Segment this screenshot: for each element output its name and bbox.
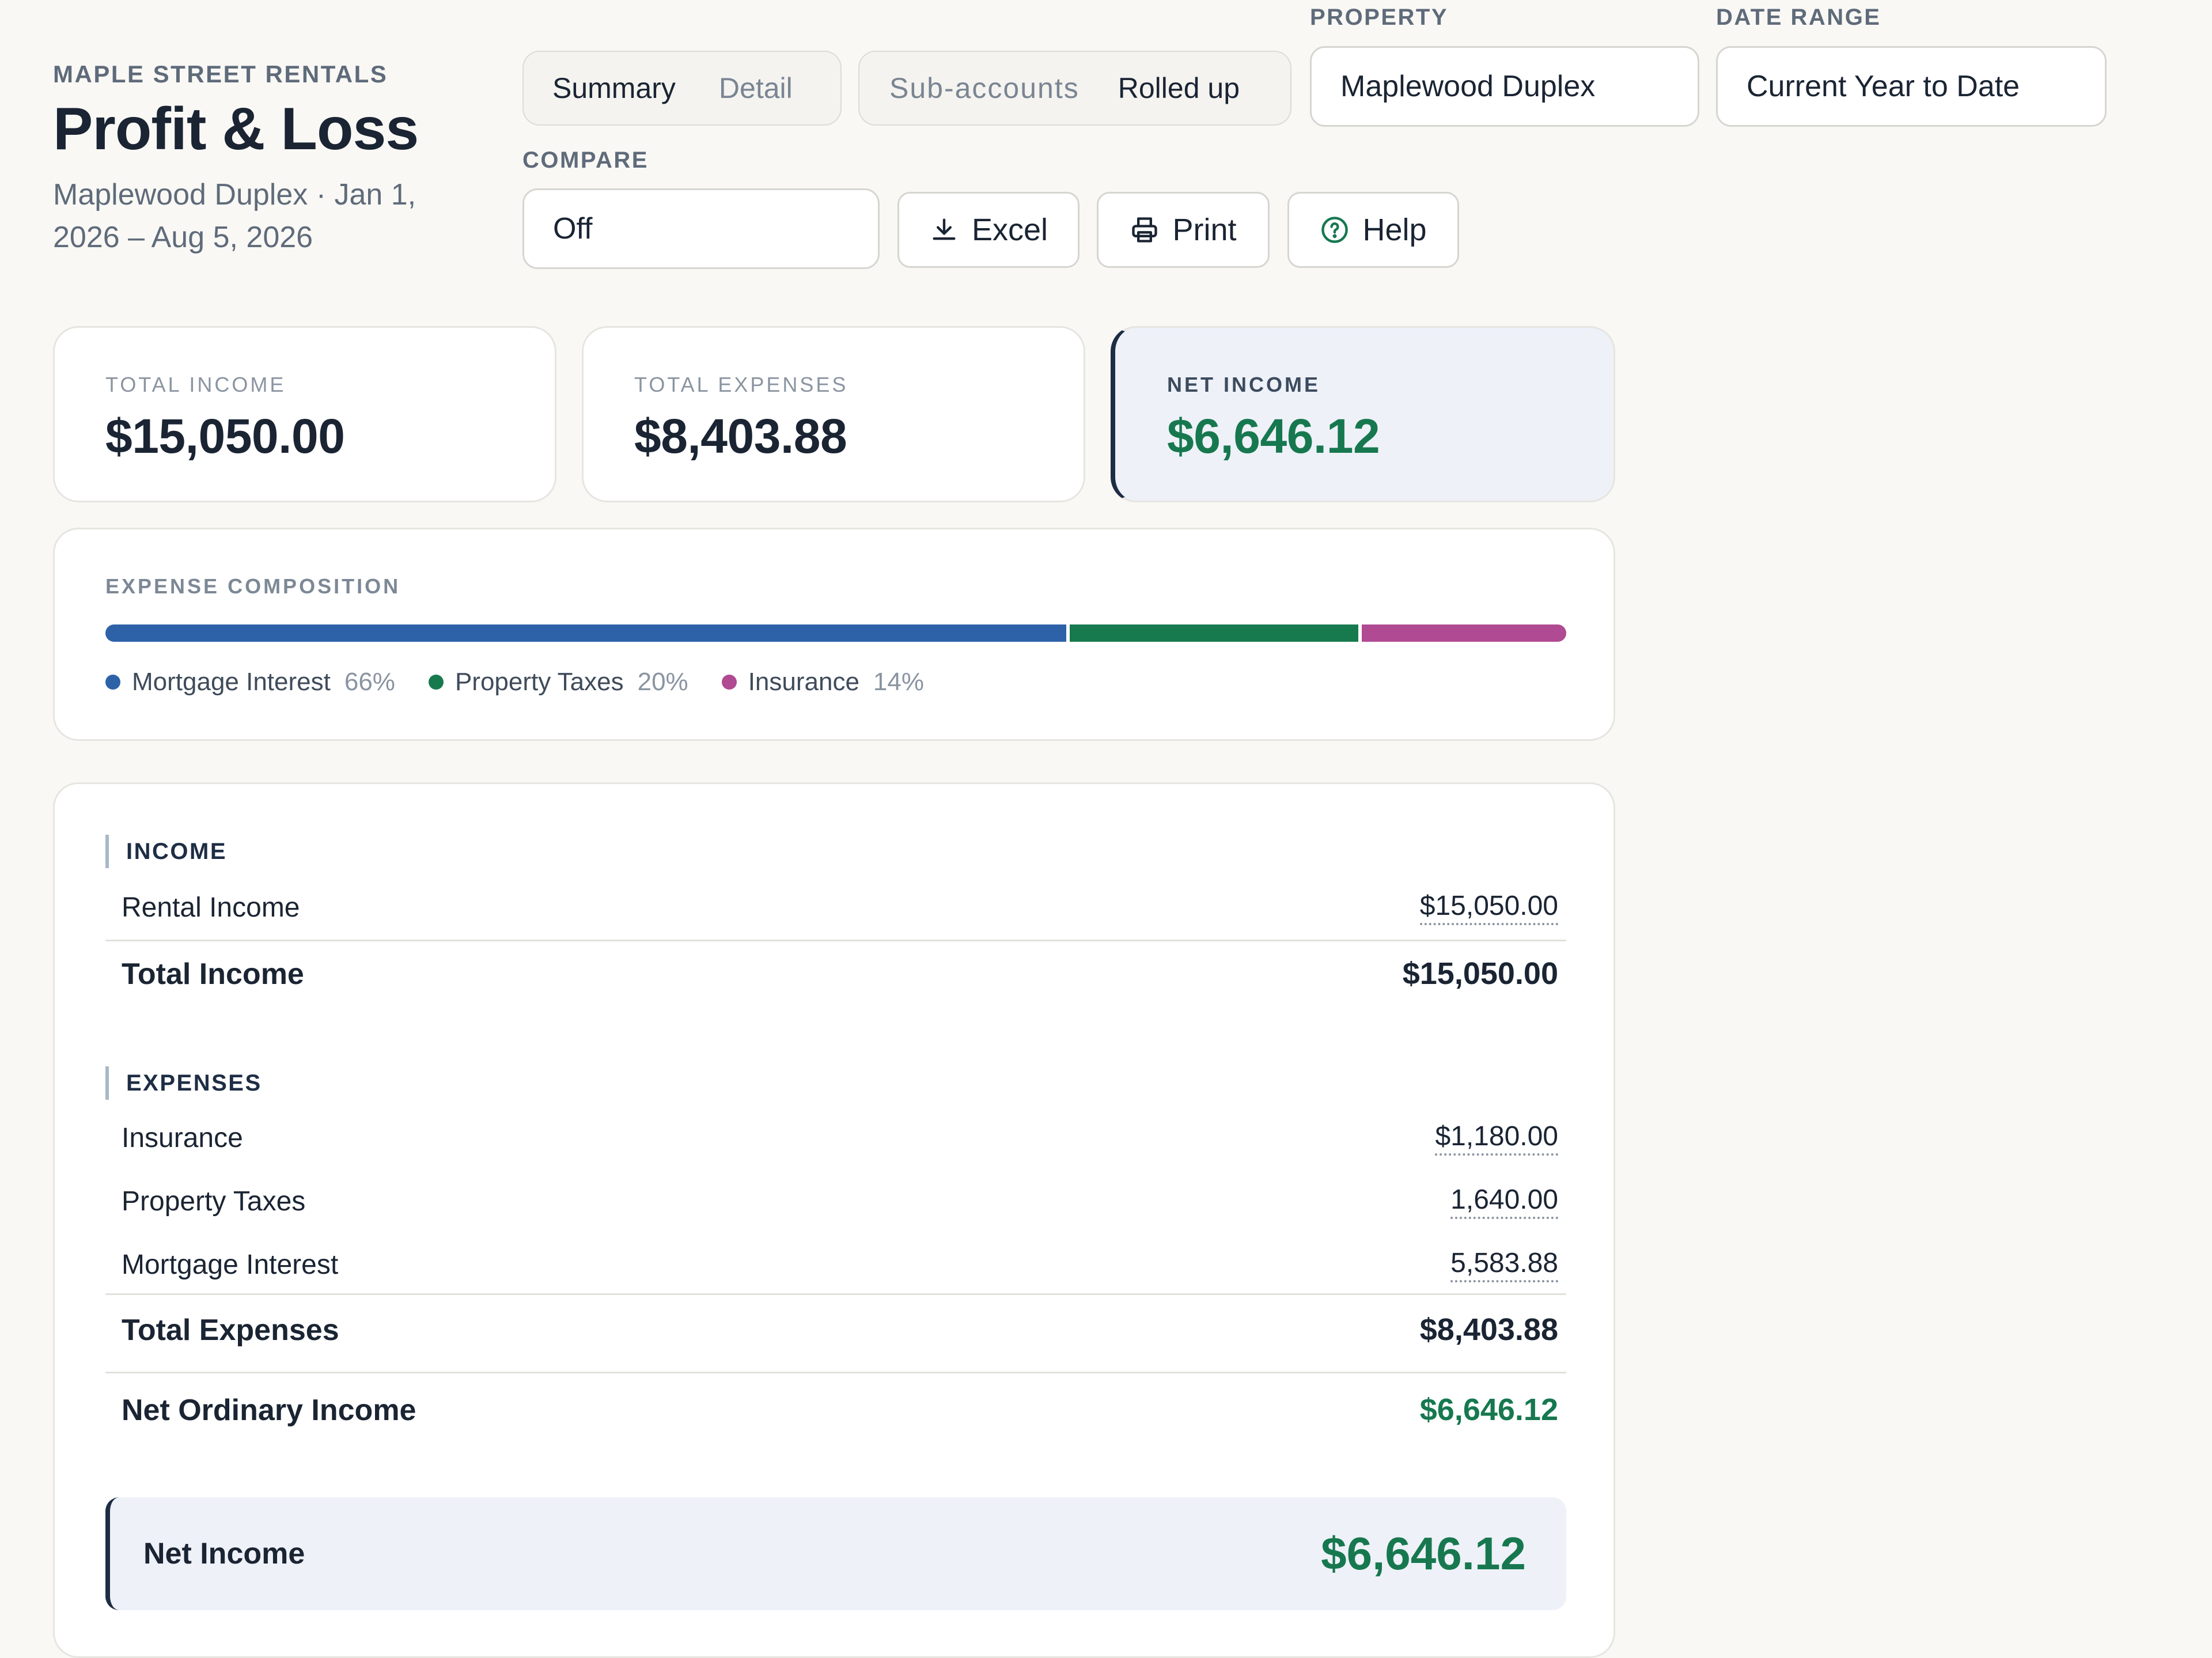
- legend-dot: [721, 675, 737, 690]
- composition-segment-property-taxes: [1070, 624, 1358, 642]
- composition-segment-mortgage-interest: [105, 624, 1066, 642]
- account-toggle: Sub-accounts Rolled up: [858, 51, 1291, 126]
- total-expenses-amount: $8,403.88: [1419, 1312, 1558, 1347]
- legend-item-property-taxes: Property Taxes 20%: [428, 668, 688, 696]
- compare-select[interactable]: Off: [522, 188, 880, 269]
- composition-segment-insurance: [1362, 624, 1566, 642]
- row-label: Insurance: [122, 1122, 243, 1153]
- total-expenses-row: Total Expenses $8,403.88: [105, 1301, 1566, 1359]
- row-amount-link[interactable]: $15,050.00: [1419, 890, 1558, 925]
- kpi-total-income-value: $15,050.00: [105, 409, 345, 463]
- row-divider: [105, 1372, 1566, 1373]
- row-label: Rental Income: [122, 892, 300, 923]
- expenses-section-heading: EXPENSES: [105, 1066, 262, 1100]
- kpi-total-expenses-value: $8,403.88: [634, 409, 847, 463]
- legend-item-insurance: Insurance 14%: [721, 668, 924, 696]
- property-select[interactable]: Maplewood Duplex: [1310, 46, 1699, 127]
- net-ordinary-income-amount: $6,646.12: [1419, 1392, 1558, 1427]
- legend-label: Property Taxes: [454, 668, 624, 696]
- table-row: Property Taxes 1,640.00: [105, 1178, 1566, 1224]
- row-label: Property Taxes: [122, 1186, 306, 1217]
- date-range-select[interactable]: Current Year to Date: [1716, 46, 2107, 127]
- view-summary-button[interactable]: Summary: [552, 72, 676, 104]
- page-title: Profit & Loss: [53, 96, 419, 162]
- date-range-label: DATE RANGE: [1716, 5, 1881, 30]
- property-label: PROPERTY: [1310, 5, 1449, 30]
- row-amount-link[interactable]: 5,583.88: [1450, 1247, 1558, 1282]
- kpi-net-income-label: NET INCOME: [1167, 373, 1321, 396]
- kpi-total-expenses-label: TOTAL EXPENSES: [634, 373, 849, 396]
- rolled-up-button[interactable]: Rolled up: [1118, 72, 1240, 104]
- total-income-amount: $15,050.00: [1402, 956, 1558, 991]
- composition-legend: Mortgage Interest 66% Property Taxes 20%…: [105, 668, 924, 696]
- net-income-label: Net Income: [143, 1537, 305, 1570]
- total-expenses-label: Total Expenses: [122, 1313, 339, 1347]
- income-section-heading: INCOME: [105, 835, 227, 868]
- view-detail-button[interactable]: Detail: [718, 72, 793, 104]
- row-amount-link[interactable]: 1,640.00: [1450, 1184, 1558, 1219]
- pnl-report-table: INCOME Rental Income $15,050.00 Total In…: [53, 782, 1615, 1658]
- legend-dot: [105, 675, 120, 690]
- report-subtitle: Maplewood Duplex · Jan 1, 2026 – Aug 5, …: [53, 173, 491, 259]
- print-button[interactable]: Print: [1097, 192, 1270, 268]
- compare-value: Off: [553, 212, 593, 245]
- legend-pct: 66%: [344, 668, 395, 696]
- excel-label: Excel: [971, 213, 1048, 247]
- kpi-total-income-label: TOTAL INCOME: [105, 373, 286, 396]
- compare-label: COMPARE: [522, 147, 649, 173]
- legend-label: Insurance: [748, 668, 859, 696]
- table-row: Mortgage Interest 5,583.88: [105, 1241, 1566, 1288]
- total-income-row: Total Income $15,050.00: [105, 945, 1566, 1003]
- org-name: MAPLE STREET RENTALS: [53, 60, 388, 88]
- date-range-value: Current Year to Date: [1747, 70, 2020, 103]
- expense-composition-card: EXPENSE COMPOSITION Mortgage Interest 66…: [53, 528, 1615, 741]
- help-button[interactable]: Help: [1287, 192, 1459, 268]
- subtitle-line-2: 2026 – Aug 5, 2026: [53, 221, 313, 255]
- download-icon: [933, 218, 956, 240]
- legend-item-mortgage-interest: Mortgage Interest 66%: [105, 668, 395, 696]
- net-ordinary-income-row: Net Ordinary Income $6,646.12: [105, 1379, 1566, 1442]
- table-row: Rental Income $15,050.00: [105, 884, 1566, 930]
- help-label: Help: [1362, 213, 1427, 247]
- excel-button[interactable]: Excel: [897, 192, 1080, 268]
- view-toggle: Summary Detail: [522, 51, 842, 126]
- printer-icon: [1132, 217, 1158, 243]
- net-ordinary-income-label: Net Ordinary Income: [122, 1394, 416, 1427]
- legend-label: Mortgage Interest: [132, 668, 331, 696]
- row-divider: [105, 940, 1566, 941]
- kpi-net-income-value: $6,646.12: [1167, 409, 1380, 463]
- net-income-summary: Net Income $6,646.12: [105, 1497, 1566, 1610]
- legend-pct: 14%: [873, 668, 924, 696]
- net-income-amount: $6,646.12: [1321, 1528, 1526, 1579]
- property-value: Maplewood Duplex: [1340, 70, 1596, 103]
- row-label: Mortgage Interest: [122, 1249, 339, 1280]
- total-income-label: Total Income: [122, 957, 304, 991]
- kpi-total-income-card: TOTAL INCOME $15,050.00: [53, 326, 556, 502]
- legend-dot: [428, 675, 444, 690]
- sub-accounts-button[interactable]: Sub-accounts: [889, 72, 1080, 104]
- kpi-total-expenses-card: TOTAL EXPENSES $8,403.88: [582, 326, 1085, 502]
- composition-title: EXPENSE COMPOSITION: [105, 574, 401, 598]
- help-circle-icon: [1321, 217, 1349, 243]
- print-label: Print: [1172, 213, 1237, 247]
- row-amount-link[interactable]: $1,180.00: [1435, 1121, 1558, 1156]
- report-header: MAPLE STREET RENTALS Profit & Loss Maple…: [53, 60, 491, 259]
- composition-bar: [105, 624, 1566, 642]
- row-divider: [105, 1293, 1566, 1295]
- kpi-net-income-card: NET INCOME $6,646.12: [1111, 326, 1615, 502]
- table-row: Insurance $1,180.00: [105, 1115, 1566, 1161]
- subtitle-line-1: Maplewood Duplex · Jan 1,: [53, 178, 416, 212]
- legend-pct: 20%: [637, 668, 688, 696]
